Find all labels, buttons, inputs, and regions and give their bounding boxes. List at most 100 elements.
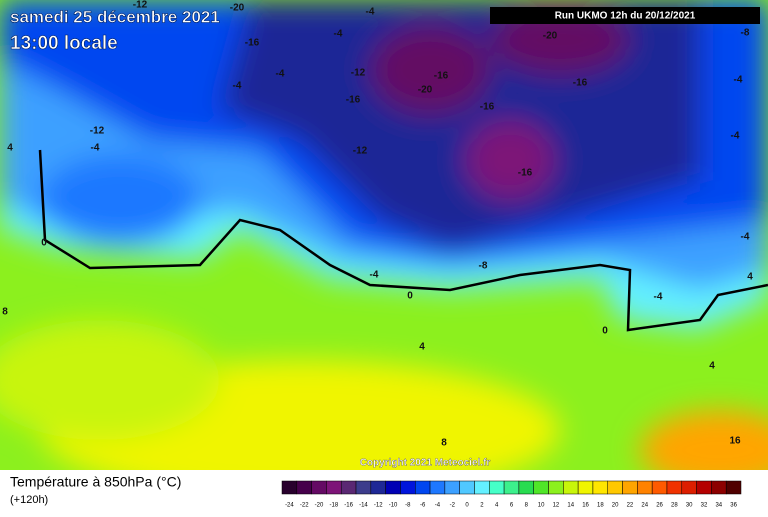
contour-label: -20	[230, 3, 245, 14]
contour-label: -4	[654, 292, 663, 303]
scale-label: 2	[480, 503, 484, 509]
scale-swatch	[725, 480, 742, 495]
scale-swatch	[666, 480, 683, 495]
scale-label: 16	[582, 503, 589, 509]
contour-label: -4	[734, 75, 743, 86]
zero-isotherm	[38, 149, 768, 332]
contour-label: -4	[741, 232, 750, 243]
contour-label: 16	[729, 436, 741, 447]
scale-label: -22	[300, 503, 309, 509]
scale-swatch	[563, 480, 579, 495]
scale-label: 10	[538, 503, 545, 509]
contour-label: 8	[2, 307, 8, 318]
contour-label: -8	[741, 28, 750, 39]
scale-swatch	[622, 480, 638, 495]
scale-label: 28	[671, 503, 678, 509]
scale-swatch	[459, 480, 475, 495]
contour-label: -16	[518, 168, 533, 179]
scale-label: 26	[656, 503, 663, 509]
run-box	[490, 7, 760, 24]
scale-label: -10	[389, 503, 398, 509]
scale-swatch	[385, 480, 401, 495]
scale-swatch	[429, 480, 446, 495]
contour-label: 4	[747, 272, 753, 283]
scale-label: 12	[553, 503, 560, 509]
contour-label: -4	[370, 270, 379, 281]
scale-label: 14	[567, 503, 574, 509]
scale-label: -24	[285, 503, 294, 509]
scale-swatch	[607, 480, 623, 495]
date-title: samedi 25 décembre 2021	[10, 7, 220, 26]
scale-swatch	[326, 480, 342, 495]
contour-label: -20	[543, 31, 558, 42]
contour-label: 0	[602, 326, 608, 337]
scale-swatch	[370, 480, 386, 495]
scale-label: -16	[344, 503, 353, 509]
run-label: Run UKMO 12h du 20/12/2021	[555, 11, 696, 22]
scale-swatch	[518, 480, 534, 495]
variable-label: Température à 850hPa (°C)	[10, 474, 181, 490]
scale-label: -2	[450, 503, 456, 509]
scale-label: -14	[359, 503, 368, 509]
lead-time: (+120h)	[10, 494, 48, 506]
contour-label: -4	[233, 81, 242, 92]
contour-label: -16	[573, 78, 588, 89]
scale-label: -12	[374, 503, 383, 509]
scale-swatch	[340, 480, 357, 495]
contour-label: -12	[353, 146, 368, 157]
scale-swatch	[474, 480, 490, 495]
scale-swatch	[651, 480, 668, 495]
scale-swatch	[577, 480, 594, 495]
contour-label: 0	[407, 291, 413, 302]
scale-swatch	[355, 480, 372, 495]
temperature-field	[0, 0, 768, 470]
contour-label: 4	[7, 143, 13, 154]
color-scale: -24 -22 -20 -18 -16 -14 -12 -10 -8 -6 -4 -2 0 2 4 6 8 10 1…	[281, 480, 742, 509]
contour-label: 8	[441, 438, 447, 449]
scale-swatch	[533, 480, 549, 495]
scale-label: 8	[525, 503, 529, 509]
scale-label: -18	[329, 503, 338, 509]
scale-swatch	[444, 480, 460, 495]
scale-label: 36	[730, 503, 737, 509]
scale-swatch	[696, 480, 712, 495]
contour-label: -12	[133, 0, 148, 11]
scale-swatch	[503, 480, 520, 495]
scale-swatch	[415, 480, 431, 495]
scale-swatch	[681, 480, 697, 495]
scale-label: 0	[465, 503, 469, 509]
contour-label: -12	[351, 68, 366, 79]
scale-swatch	[637, 480, 653, 495]
contour-label: -12	[90, 126, 105, 137]
scale-label: -4	[435, 503, 441, 509]
scale-label: -8	[405, 503, 411, 509]
scale-swatch	[592, 480, 608, 495]
contour-label: -20	[418, 85, 433, 96]
scale-label: 20	[612, 503, 619, 509]
scale-swatch	[296, 480, 312, 495]
copyright: Copyright 2021 Meteociel.fr	[360, 458, 491, 469]
scale-label: -6	[420, 503, 426, 509]
contour-labels: -12 -20 -4-8-16-20-4-12 -16-16-20-4-16-4-16…	[2, 0, 753, 449]
scale-swatch	[548, 480, 564, 495]
scale-label: 22	[627, 503, 634, 509]
scale-label: 4	[495, 503, 499, 509]
contour-label: -4	[731, 131, 740, 142]
scale-label: 32	[701, 503, 708, 509]
scale-label: 6	[510, 503, 514, 509]
scale-swatch	[281, 480, 298, 495]
contour-label: -16	[346, 95, 361, 106]
scale-label: 30	[686, 503, 693, 509]
contour-label: 0	[41, 238, 47, 249]
scale-swatch	[489, 480, 505, 495]
scale-swatch	[711, 480, 727, 495]
scale-swatch	[311, 480, 327, 495]
contour-label: -16	[245, 38, 260, 49]
contour-label: -4	[334, 29, 343, 40]
contour-label: 4	[419, 342, 425, 353]
contour-label: -4	[276, 69, 285, 80]
contour-label: -4	[366, 7, 375, 18]
scale-swatch	[400, 480, 416, 495]
scale-label: 18	[597, 503, 604, 509]
